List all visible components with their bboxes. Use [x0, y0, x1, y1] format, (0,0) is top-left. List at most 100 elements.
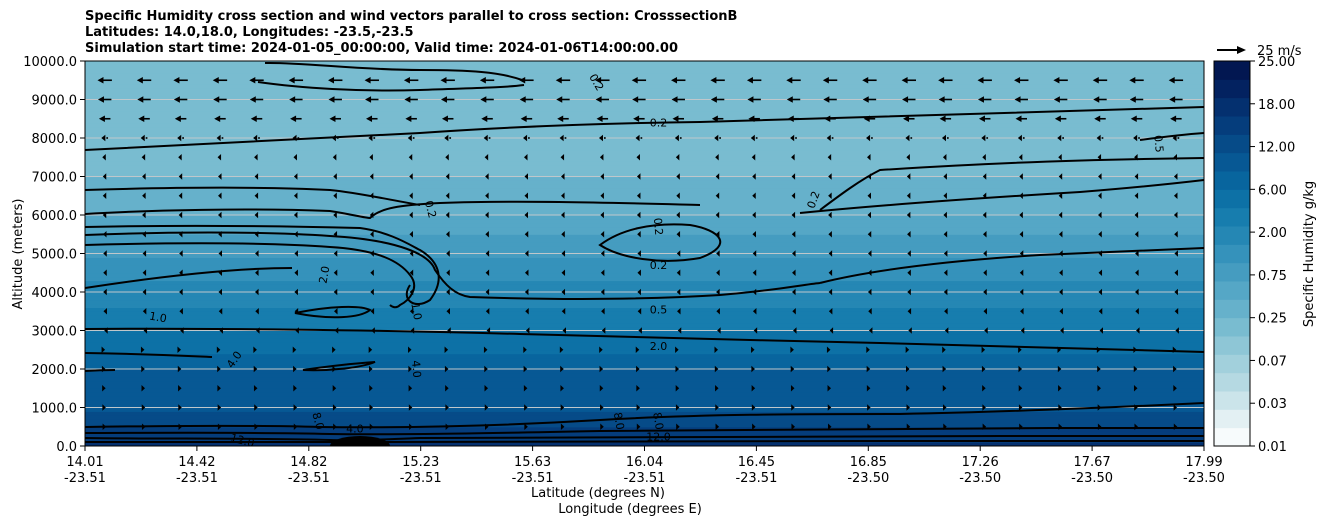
wind-arrow-head: [255, 288, 259, 296]
wind-arrow: [1020, 308, 1024, 315]
wind-arrow: [747, 96, 761, 103]
wind-arrow: [142, 288, 147, 296]
wind-arrow: [676, 173, 680, 180]
wind-arrow: [293, 173, 298, 180]
wind-arrow: [1098, 231, 1102, 238]
wind-arrow: [483, 346, 488, 353]
humidity-band: [85, 207, 1204, 212]
wind-arrow-head: [943, 423, 947, 430]
wind-arrow: [1058, 211, 1063, 219]
wind-arrow-head: [867, 404, 871, 411]
wind-arrow-head: [1098, 269, 1103, 276]
wind-arrow-head: [255, 250, 259, 257]
wind-arrow: [600, 288, 605, 296]
wind-arrow-head: [177, 346, 181, 353]
wind-arrow: [637, 288, 641, 296]
wind-arrow: [598, 134, 606, 142]
humidity-band: [85, 280, 1204, 285]
wind-arrow: [217, 423, 222, 430]
wind-arrow-head: [601, 327, 606, 334]
wind-arrow: [524, 423, 528, 430]
wind-arrow: [1014, 77, 1029, 84]
wind-arrow-head: [1168, 77, 1175, 84]
wind-arrow: [1134, 192, 1139, 199]
wind-arrow-head: [747, 96, 754, 103]
wind-arrow-head: [142, 288, 147, 296]
wind-arrow-head: [289, 96, 296, 103]
contour-0.5-b: [819, 247, 1204, 284]
wind-arrow: [1019, 423, 1023, 430]
wind-arrow-head: [295, 327, 299, 334]
wind-arrow: [1093, 96, 1107, 103]
wind-arrow: [791, 404, 795, 411]
wind-arrow: [409, 192, 413, 199]
wind-arrow-head: [101, 346, 106, 353]
x-tick-label-lat: 17.67: [1073, 455, 1110, 470]
wind-arrow: [676, 211, 680, 219]
wind-arrow-head: [486, 327, 491, 334]
wind-arrow: [219, 327, 223, 334]
title-line-2: Latitudes: 14.0,18.0, Longitudes: -23.5,…: [85, 25, 414, 40]
wind-arrow: [370, 231, 374, 238]
colorbar-segment: [1214, 244, 1250, 264]
contour-label: 0.5: [1151, 135, 1165, 154]
wind-arrow-head: [254, 154, 258, 161]
contour-0.2-right-lower: [799, 179, 1204, 214]
wind-arrow: [717, 327, 721, 334]
wind-arrow: [445, 192, 450, 199]
colorbar-segment: [1214, 336, 1250, 355]
wind-arrow-head: [866, 365, 871, 373]
wind-arrow: [292, 346, 297, 353]
wind-arrow-head: [791, 192, 796, 199]
humidity-band: [85, 126, 1204, 131]
wind-arrow: [142, 308, 147, 315]
wind-arrow-head: [444, 365, 449, 373]
wind-arrow-head: [906, 211, 911, 219]
colorbar-frame: [1213, 60, 1251, 447]
wind-arrow-head: [445, 211, 450, 219]
humidity-band: [85, 238, 1204, 243]
x-tick-label-lon: -23.50: [1183, 471, 1225, 486]
wind-arrow-head: [1170, 115, 1177, 122]
colorbar: [1214, 61, 1250, 447]
wind-arrow-head: [1019, 269, 1024, 276]
wind-arrow: [1018, 404, 1023, 411]
wind-arrow: [827, 154, 832, 161]
humidity-band: [85, 64, 1204, 70]
wind-arrow-head: [867, 288, 872, 296]
colorbar-segment: [1214, 79, 1250, 99]
wind-arrow: [444, 346, 449, 353]
wind-arrow: [519, 96, 534, 103]
wind-arrow-head: [409, 231, 413, 238]
wind-arrow-head: [943, 269, 948, 276]
wind-arrow-head: [524, 250, 529, 257]
wind-arrow: [446, 231, 450, 238]
wind-arrow: [1058, 192, 1063, 199]
wind-arrow-head: [213, 96, 220, 103]
wind-arrow: [1097, 404, 1102, 411]
humidity-fill-bands: [85, 61, 1204, 446]
humidity-band: [85, 230, 1204, 235]
wind-arrow-head: [827, 154, 832, 161]
x-tick-label-lon: -23.51: [624, 471, 666, 486]
wind-arrow-head: [1136, 327, 1140, 334]
contour-4.0-c: [302, 361, 376, 372]
wind-arrow-head: [409, 173, 413, 180]
wind-arrow: [676, 288, 681, 296]
x-tick-label-lon: -23.51: [64, 471, 106, 486]
wind-arrow: [1099, 327, 1103, 334]
wind-arrow-head: [791, 154, 795, 161]
wind-arrow-head: [445, 173, 450, 180]
wind-arrow-head: [328, 77, 335, 84]
wind-arrow: [907, 308, 912, 315]
wind-arrow: [792, 288, 796, 296]
wind-arrow: [254, 173, 259, 180]
contour-2.0-a: [85, 267, 293, 289]
wind-arrow: [137, 96, 151, 103]
wind-arrow: [524, 173, 528, 180]
wind-arrow-head: [1129, 77, 1136, 84]
humidity-band: [85, 211, 1204, 216]
y-tick-label: 9000.0: [32, 94, 78, 109]
wind-arrow-head: [600, 231, 605, 238]
humidity-band: [85, 95, 1204, 101]
